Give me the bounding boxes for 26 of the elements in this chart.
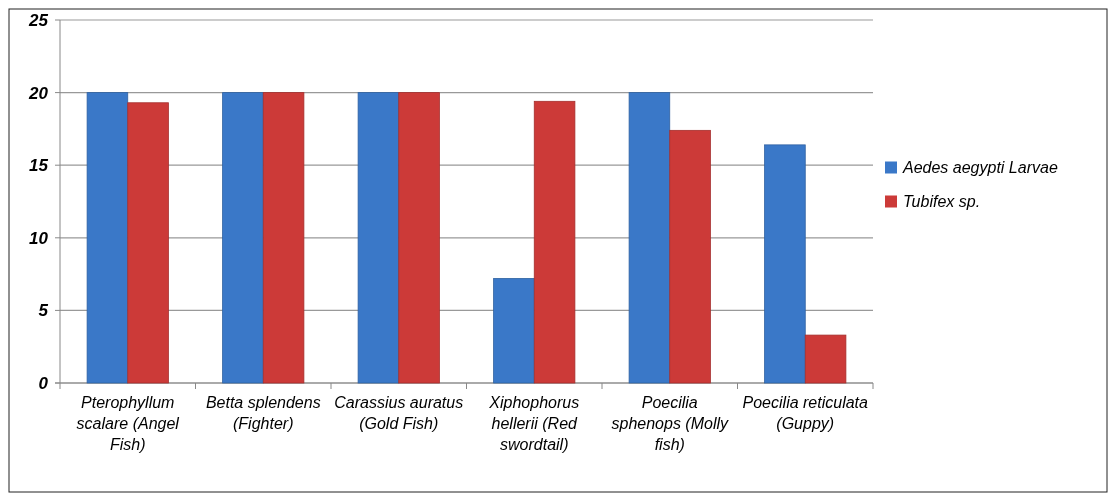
y-tick-label: 20 [28,83,49,103]
x-tick-label: Carassius auratus (Gold Fish) [334,394,464,432]
y-tick-label: 15 [29,156,49,176]
bar [127,102,169,384]
bar [357,92,400,384]
bar [764,144,806,384]
y-tick-label: 25 [28,10,49,30]
y-tick-label: 0 [38,373,49,393]
bar [222,92,264,384]
bar [262,92,305,384]
bar [804,334,847,384]
x-tick-label: Poecilia reticulata (Guppy) [742,394,869,432]
legend-label: Aedes aegypti Larvae [902,159,1058,177]
legend-label: Tubifex sp. [903,193,981,211]
x-tick-label: Pterophyllum scalare (Angel Fish) [76,394,180,453]
bar [86,92,129,384]
x-tick-label: Betta splendens (Fighter) [205,394,321,432]
bar [669,129,711,384]
x-tick-label: Xiphophorus hellerii (Red swordtail) [488,394,580,453]
bar [533,100,576,384]
x-tick-label: Poecilia sphenops (Molly fish) [611,394,729,453]
bar [398,92,440,384]
y-tick-label: 5 [38,301,49,321]
bar [493,278,535,384]
bar [628,92,671,384]
y-tick-label: 10 [29,228,49,248]
